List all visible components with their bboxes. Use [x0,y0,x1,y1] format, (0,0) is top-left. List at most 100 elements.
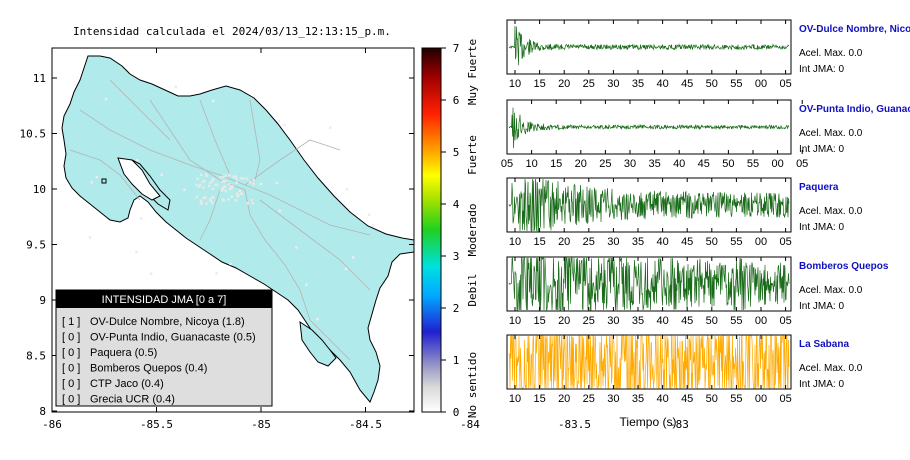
station-dot [239,192,243,195]
station-dot [235,192,239,195]
station-dot [211,178,215,181]
station-accel: Acel. Max. 0.0 [799,48,863,59]
osa-peninsula [299,320,337,367]
panel-x-tick-label: 15 [550,158,562,170]
legend-item-index: [ 0 ] [62,332,80,344]
colorbar-tick-label: 4 [453,198,460,211]
station-dot [238,189,241,193]
x-axis-label: Tiempo (s) [620,415,677,429]
station-name: OV-Punta Indio, Guanacaste [799,104,910,115]
station-intensity: Int JMA: 0 [799,222,844,233]
station-dot [227,182,231,186]
station-dot [278,209,282,213]
station-dot [223,180,226,183]
station-dot [275,181,279,185]
station-dot [351,256,355,259]
colorbar-ticks: 0 1 2 3 4 5 6 7 [441,42,460,419]
station-dot [305,283,308,286]
station-dot [90,181,94,184]
station-dot [221,187,224,191]
station-dot [205,202,208,206]
waveform-panels: 10 15 20 25 30 35 40 45 50 55 00 05 OV-Dulce Nombre,… [501,19,910,405]
legend-item-index: [ 0 ] [62,363,80,375]
station-dot [202,196,206,200]
station-dot [344,267,348,271]
panel-x-tick-label: 45 [698,158,710,170]
station-dot [227,197,230,201]
station-accel: Acel. Max. 0.0 [799,285,863,296]
legend-item-label: Bomberos Quepos (0.4) [90,363,207,375]
station-dot [329,126,332,129]
station-dot [228,187,232,191]
panel-x-tick-label: 15 [533,393,545,405]
station-dot [215,272,218,275]
legend-box [55,289,273,407]
station-dot [277,120,281,123]
waveform-panel: 05 10 15 20 25 30 35 40 45 50 55 00 05 OV-Punta Indio… [501,99,910,170]
station-dot [149,272,153,275]
panel-x-tick-label: 35 [632,78,644,90]
station-dot [242,177,245,180]
station-intensity: Int JMA: 0 [799,301,844,312]
station-dot [246,202,250,205]
station-dot [209,199,212,203]
station-dot [239,176,243,180]
station-dot [211,195,214,199]
station-dot [230,195,234,198]
legend-item-label: OV-Dulce Nombre, Nicoya (1.8) [90,316,245,328]
map-y-tick-label: 8.5 [26,350,46,363]
colorbar-band-label: No sentido [466,352,479,418]
panel-x-tick-label: 45 [681,236,693,248]
station-dot [230,187,233,190]
legend-item-index: [ 0 ] [62,347,80,359]
station-dot [221,179,225,183]
legend-title: INTENSIDAD JMA [0 a 7] [102,294,227,306]
station-dot [234,175,237,178]
panel-x-tick-label: 25 [583,78,595,90]
station-dot [252,178,255,182]
station-intensity: Int JMA: 0 [799,379,844,390]
station-dot [95,175,99,179]
panel-x-tick-label: 30 [607,236,619,248]
station-dot [371,224,375,227]
panel-x-tick-label: 25 [583,236,595,248]
map-x-tick-label: -85 [251,418,271,431]
panel-x-tick-label: 00 [771,158,783,170]
legend-item-label: Grecia UCR (0.4) [90,394,175,406]
panel-x-tick-label: 40 [656,236,668,248]
station-dot [216,183,219,187]
station-dot [197,185,201,188]
panel-x-tick-label: 00 [755,236,767,248]
colorbar-band-label: Debil [466,273,479,306]
panel-x-tick-label: 55 [730,236,742,248]
panel-x-tick-label: 25 [599,158,611,170]
panel-x-tick-label: 05 [779,236,791,248]
station-dot [345,188,349,191]
map-y-tick-label: 9.5 [26,239,46,252]
station-dot [203,179,206,183]
panel-x-tick-label: 05 [779,393,791,405]
waveform-trace [508,107,790,149]
panel-x-tick-label: 00 [755,78,767,90]
station-dot [237,193,240,197]
station-dot [195,183,198,187]
station-dot [211,201,214,205]
station-dot [88,236,92,239]
station-dot [199,173,203,177]
colorbar-tick-label: 5 [453,146,460,159]
map-y-tick-label: 10 [33,183,46,196]
gulf-of-nicoya [117,157,161,201]
station-dot [235,177,238,181]
station-dot [367,213,371,217]
panel-x-tick-label: 45 [681,393,693,405]
panel-x-tick-label: 25 [583,315,595,327]
station-dot [160,173,163,176]
legend-item-index: [ 1 ] [62,316,80,328]
legend-item-label: OV-Punta Indio, Guanacaste (0.5) [90,332,256,344]
station-markers [88,85,375,341]
panel-x-tick-label: 35 [648,158,660,170]
station-intensity: Int JMA: 0 [799,144,844,155]
panel-x-tick-label: 00 [755,393,767,405]
colorbar-bands: No sentido Debil Moderado Fuerte Muy Fuerte [466,39,479,418]
